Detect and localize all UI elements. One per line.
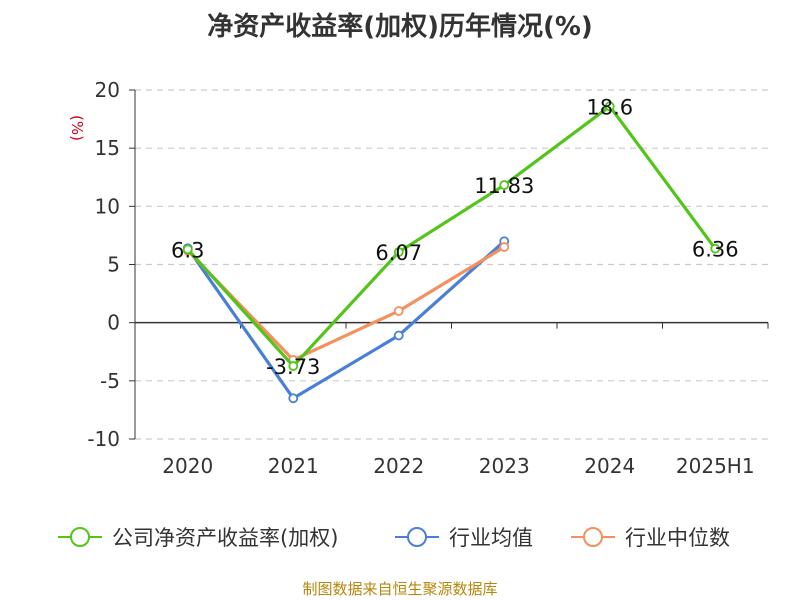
series-lines bbox=[182, 101, 721, 404]
legend-item: 公司净资产收益率(加权) bbox=[58, 526, 338, 550]
legend-label: 行业中位数 bbox=[625, 526, 730, 550]
data-label: -3.73 bbox=[266, 355, 320, 379]
series-line-1 bbox=[186, 240, 506, 400]
y-tick-label: 5 bbox=[107, 253, 120, 277]
legend-marker bbox=[70, 527, 90, 547]
x-tick-label: 2025H1 bbox=[676, 454, 755, 478]
series-line-0 bbox=[186, 104, 717, 368]
chart-title: 净资产收益率(加权)历年情况(%) bbox=[207, 12, 593, 42]
x-tick-label: 2023 bbox=[479, 454, 530, 478]
x-tick-label: 2024 bbox=[584, 454, 635, 478]
legend-label: 行业均值 bbox=[449, 526, 533, 550]
legend-label: 公司净资产收益率(加权) bbox=[112, 526, 338, 550]
data-point bbox=[499, 242, 510, 252]
x-tick-label: 2022 bbox=[373, 454, 424, 478]
x-tick-label: 2021 bbox=[268, 454, 319, 478]
series-line-2 bbox=[186, 245, 506, 362]
source-note: 制图数据来自恒生聚源数据库 bbox=[302, 580, 498, 598]
y-tick-label: 10 bbox=[95, 194, 120, 218]
data-label: 11.83 bbox=[474, 174, 534, 198]
data-point bbox=[499, 180, 510, 190]
legend-marker bbox=[407, 527, 427, 547]
data-point bbox=[288, 361, 299, 371]
data-point bbox=[604, 101, 615, 112]
data-point bbox=[288, 393, 299, 404]
grid-lines bbox=[135, 89, 768, 440]
legend-item: 行业均值 bbox=[395, 526, 533, 550]
x-tick-label: 2020 bbox=[162, 454, 213, 478]
data-label: 6.3 bbox=[171, 238, 204, 262]
data-point bbox=[182, 244, 193, 255]
data-labels: 6.3 -3.73 6.07 11.83 18.6 6.36 bbox=[171, 95, 739, 379]
legend-item: 行业中位数 bbox=[571, 526, 730, 550]
data-point bbox=[393, 247, 404, 257]
legend: 公司净资产收益率(加权) 行业均值 行业中位数 bbox=[58, 526, 730, 550]
data-label: 6.07 bbox=[375, 241, 422, 265]
y-tick-label: 0 bbox=[107, 311, 120, 335]
data-label: 6.36 bbox=[692, 238, 739, 262]
data-label: 18.6 bbox=[586, 95, 633, 119]
y-axis-label: (%) bbox=[68, 115, 86, 141]
y-tick-label: 20 bbox=[95, 78, 120, 102]
y-tick-label: -10 bbox=[87, 427, 120, 451]
y-tick-label: -5 bbox=[100, 369, 120, 393]
legend-marker bbox=[583, 527, 603, 547]
data-point bbox=[710, 243, 721, 254]
data-point bbox=[393, 330, 404, 341]
data-point bbox=[393, 306, 404, 316]
y-tick-label: 15 bbox=[95, 136, 120, 160]
